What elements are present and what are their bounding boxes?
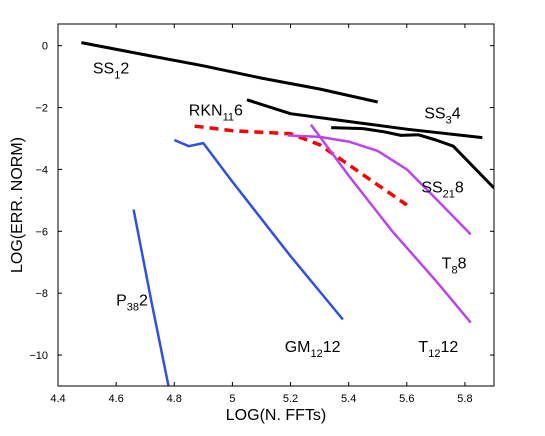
series-label-sub: 3 <box>446 114 452 126</box>
x-tick-label: 5.6 <box>399 393 414 405</box>
x-tick-label: 5.8 <box>457 393 472 405</box>
series-label-main: SS <box>424 105 445 122</box>
series-label-main: GM <box>285 339 311 356</box>
x-tick-label: 4.4 <box>50 393 65 405</box>
series-label-tail: 6 <box>234 102 243 119</box>
series-label-sub: 21 <box>443 189 455 201</box>
series-label-main: T <box>442 255 452 272</box>
series-label-sub: 38 <box>127 302 139 314</box>
series-label-rkn116: RKN116 <box>189 102 243 123</box>
series-label-tail: 8 <box>458 255 467 272</box>
series-label-tail: 2 <box>139 293 148 310</box>
series-label-sub: 12 <box>428 348 440 360</box>
series-label-sub: 8 <box>451 264 457 276</box>
series-label-main: T <box>418 339 428 356</box>
x-tick-label: 5.2 <box>283 393 298 405</box>
x-tick-label: 5 <box>229 393 235 405</box>
y-tick-label: 0 <box>42 41 48 53</box>
series-label-main: SS <box>93 61 114 78</box>
plot-frame <box>57 23 495 387</box>
series-line-t1212 <box>309 123 472 324</box>
series-label-tail: 8 <box>455 180 464 197</box>
series-line-p382 <box>132 209 170 386</box>
series-line-gm1212 <box>173 138 344 321</box>
series-label-main: SS <box>421 180 442 197</box>
series-line-ss34 <box>246 98 483 140</box>
y-tick-label: −4 <box>35 164 48 176</box>
series-label-p382: P382 <box>116 293 148 314</box>
y-axis-title: LOG(ERR. NORM) <box>9 137 26 273</box>
x-tick-label: 4.8 <box>167 393 182 405</box>
series-layer <box>81 41 494 386</box>
series-label-tail: 4 <box>452 105 461 122</box>
series-label-main: RKN <box>189 102 223 119</box>
series-label-sub: 12 <box>311 348 323 360</box>
tick-layer: 4.4 4.6 4.8 5 5.2 5.4 5.6 5.8 0 −2 −4 −6 −8 −10 <box>29 24 494 405</box>
series-line-ss12 <box>81 41 379 104</box>
series-label-ss34: SS34 <box>424 105 460 126</box>
x-axis-title: LOG(N. FFTs) <box>226 407 326 424</box>
series-label-sub: 11 <box>223 111 234 123</box>
y-tick-label: −8 <box>35 288 48 300</box>
series-label-ss218: SS218 <box>421 180 464 201</box>
series-label-tail: 12 <box>440 339 458 356</box>
series-label-sub: 1 <box>114 70 120 82</box>
y-tick-label: −10 <box>29 350 48 362</box>
series-label-tail: 2 <box>120 61 129 78</box>
plot-area <box>58 24 494 386</box>
y-tick-label: −6 <box>35 226 48 238</box>
x-tick-label: 4.6 <box>108 393 123 405</box>
series-label-main: P <box>116 293 127 310</box>
y-tick-label: −2 <box>35 103 48 115</box>
series-label-t1212: T1212 <box>418 339 458 360</box>
series-label-gm1212: GM1212 <box>285 339 341 360</box>
series-label-tail: 12 <box>323 339 341 356</box>
series-line-rkn116 <box>194 124 408 207</box>
x-tick-label: 5.4 <box>341 393 356 405</box>
series-line-ss218 <box>331 126 494 190</box>
series-label-t88: T88 <box>442 255 467 276</box>
series-label-ss12: SS12 <box>93 61 129 82</box>
